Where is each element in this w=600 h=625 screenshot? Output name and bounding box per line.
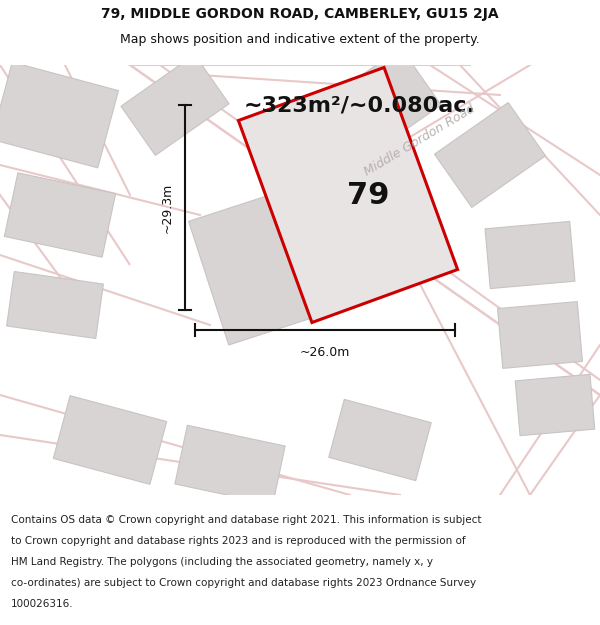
Polygon shape [0, 62, 118, 168]
Text: 79: 79 [347, 181, 389, 209]
Polygon shape [434, 102, 545, 208]
Text: Contains OS data © Crown copyright and database right 2021. This information is : Contains OS data © Crown copyright and d… [11, 514, 481, 524]
Text: 100026316.: 100026316. [11, 599, 73, 609]
Polygon shape [329, 399, 431, 481]
Polygon shape [7, 271, 103, 339]
Text: Map shows position and indicative extent of the property.: Map shows position and indicative extent… [120, 33, 480, 46]
Polygon shape [319, 48, 441, 162]
Text: ~29.3m: ~29.3m [161, 182, 173, 232]
Text: co-ordinates) are subject to Crown copyright and database rights 2023 Ordnance S: co-ordinates) are subject to Crown copyr… [11, 578, 476, 587]
Polygon shape [485, 221, 575, 289]
Text: to Crown copyright and database rights 2023 and is reproduced with the permissio: to Crown copyright and database rights 2… [11, 536, 466, 546]
Polygon shape [497, 302, 583, 368]
Text: ~26.0m: ~26.0m [300, 346, 350, 359]
Text: ~323m²/~0.080ac.: ~323m²/~0.080ac. [244, 95, 476, 115]
Polygon shape [238, 68, 458, 322]
Text: HM Land Registry. The polygons (including the associated geometry, namely x, y: HM Land Registry. The polygons (includin… [11, 557, 433, 567]
Text: 79, MIDDLE GORDON ROAD, CAMBERLEY, GU15 2JA: 79, MIDDLE GORDON ROAD, CAMBERLEY, GU15 … [101, 7, 499, 21]
Polygon shape [188, 175, 371, 345]
Polygon shape [4, 173, 116, 257]
Polygon shape [121, 54, 229, 156]
Text: Middle Gordon Road: Middle Gordon Road [362, 102, 478, 178]
Polygon shape [515, 374, 595, 436]
Polygon shape [53, 396, 167, 484]
Polygon shape [175, 425, 285, 505]
